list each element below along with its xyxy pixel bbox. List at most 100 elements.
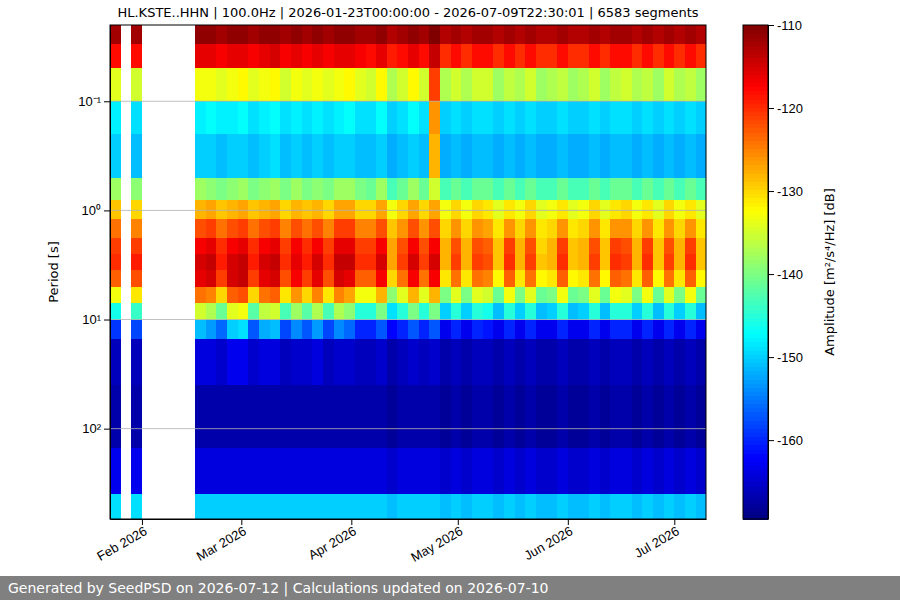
- heatmap-cell: [408, 134, 419, 178]
- heatmap-cell: [664, 270, 675, 287]
- heatmap-cell: [270, 494, 281, 519]
- colorbar-swatch: [743, 465, 768, 470]
- heatmap-cell: [334, 303, 345, 320]
- heatmap-cell: [557, 44, 568, 69]
- colorbar-swatch: [743, 486, 768, 491]
- heatmap-cell: [280, 219, 291, 239]
- heatmap-cell: [653, 238, 664, 254]
- colorbar-tick-mark: [768, 191, 774, 192]
- heatmap-cell: [334, 448, 345, 495]
- heatmap-cell: [270, 44, 281, 69]
- colorbar-tick-mark: [768, 25, 774, 26]
- heatmap-cell: [397, 238, 408, 254]
- heatmap-cell: [461, 68, 472, 101]
- heatmap-cell: [429, 200, 440, 220]
- heatmap-cell: [536, 101, 547, 134]
- heatmap-cell: [227, 134, 238, 178]
- colorbar-swatch: [743, 387, 768, 392]
- heatmap-cell: [589, 44, 600, 69]
- heatmap-cell: [621, 448, 632, 495]
- heatmap-cell: [216, 68, 227, 101]
- colorbar-tick-mark: [768, 440, 774, 441]
- grid-line: [110, 319, 706, 320]
- heatmap-cell: [696, 494, 706, 519]
- colorbar-swatch: [743, 231, 768, 236]
- heatmap-cell: [195, 270, 206, 287]
- colorbar-swatch: [743, 342, 768, 347]
- heatmap-cell: [397, 303, 408, 320]
- heatmap-cell: [451, 219, 462, 239]
- heatmap-cell: [589, 448, 600, 495]
- colorbar-swatch: [743, 239, 768, 244]
- colorbar-swatch: [743, 330, 768, 335]
- heatmap-cell: [515, 270, 526, 287]
- heatmap-cell: [397, 178, 408, 201]
- heatmap-cell: [600, 303, 611, 320]
- heatmap-cell: [227, 68, 238, 101]
- heatmap-cell: [280, 303, 291, 320]
- colorbar-swatch: [743, 214, 768, 219]
- heatmap-cell: [387, 101, 398, 134]
- heatmap-cell: [206, 219, 217, 239]
- heatmap-cell: [259, 238, 270, 254]
- heatmap-cell: [525, 320, 536, 340]
- heatmap-cell: [642, 101, 653, 134]
- heatmap-cell: [493, 68, 504, 101]
- heatmap-cell: [461, 287, 472, 303]
- heatmap-cell: [397, 254, 408, 270]
- heatmap-cell: [291, 254, 302, 270]
- heatmap-cell: [483, 320, 494, 340]
- heatmap-cell: [206, 25, 217, 45]
- heatmap-cell: [387, 270, 398, 287]
- heatmap-cell: [355, 254, 366, 270]
- colorbar-swatch: [743, 66, 768, 71]
- x-tick-label: May 2026: [408, 523, 465, 565]
- heatmap-cell: [344, 238, 355, 254]
- heatmap-cell: [483, 339, 494, 386]
- heatmap-cell: [568, 238, 579, 254]
- colorbar-tick: -130: [768, 184, 803, 199]
- colorbar-swatch: [743, 288, 768, 293]
- heatmap-cell: [280, 44, 291, 69]
- heatmap-cell: [238, 44, 249, 69]
- heatmap-cell: [632, 303, 643, 320]
- colorbar-swatch: [743, 103, 768, 108]
- y-axis: 10⁻¹10⁰10¹10²: [78, 26, 110, 520]
- heatmap-cell: [440, 238, 451, 254]
- heatmap-cell: [621, 385, 632, 448]
- heatmap-cell: [323, 178, 334, 201]
- heatmap-cell: [397, 101, 408, 134]
- heatmap-cell: [397, 200, 408, 220]
- heatmap-cell: [270, 178, 281, 201]
- heatmap-cell: [259, 448, 270, 495]
- heatmap-cell: [685, 320, 696, 340]
- heatmap-cell: [674, 238, 685, 254]
- heatmap-cell: [493, 238, 504, 254]
- heatmap-cell: [515, 287, 526, 303]
- heatmap-cell: [419, 219, 430, 239]
- x-tick-label: Jun 2026: [521, 523, 575, 563]
- heatmap-cell: [525, 219, 536, 239]
- heatmap-cell: [451, 254, 462, 270]
- heatmap-cell: [334, 287, 345, 303]
- heatmap-cell: [642, 134, 653, 178]
- heatmap-cell: [206, 339, 217, 386]
- x-tick: Feb 2026: [94, 519, 149, 564]
- heatmap-cell: [376, 200, 387, 220]
- heatmap-cell: [291, 303, 302, 320]
- heatmap-cell: [248, 303, 259, 320]
- heatmap-cell: [259, 320, 270, 340]
- heatmap-cell: [248, 494, 259, 519]
- heatmap-cell: [685, 178, 696, 201]
- heatmap-cell: [408, 178, 419, 201]
- heatmap-cell: [387, 219, 398, 239]
- colorbar-swatch: [743, 124, 768, 129]
- heatmap-cell: [589, 238, 600, 254]
- heatmap-cell: [334, 44, 345, 69]
- colorbar-swatch: [743, 321, 768, 326]
- heatmap-cell: [632, 101, 643, 134]
- heatmap-cells: [110, 25, 706, 519]
- heatmap-cell: [547, 270, 558, 287]
- heatmap-cell: [632, 320, 643, 340]
- colorbar-tick-mark: [768, 274, 774, 275]
